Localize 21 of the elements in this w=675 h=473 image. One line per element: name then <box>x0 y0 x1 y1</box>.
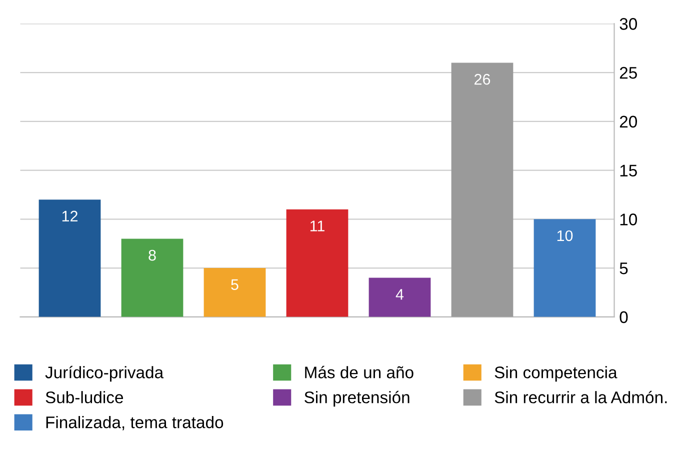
y-tick-label: 10 <box>620 214 637 226</box>
legend-label: Sin competencia <box>494 366 618 382</box>
legend-label: Más de un año <box>305 366 414 378</box>
y-tick-label: 5 <box>620 262 628 274</box>
data-label: 8 <box>148 250 156 261</box>
data-label: 12 <box>62 210 78 222</box>
y-tick-label: 20 <box>620 116 637 128</box>
y-tick-label: 25 <box>620 66 637 79</box>
data-label: 10 <box>557 230 573 242</box>
legend-label: Sin pretensión <box>304 390 410 407</box>
data-label: 26 <box>474 74 490 85</box>
legend-label: Sin recurrir a la Admón. <box>494 390 667 404</box>
data-label: 5 <box>231 279 238 290</box>
legend-label: Jurídico-privada <box>45 366 164 382</box>
legend-label: Finalizada, tema tratado <box>46 416 224 430</box>
data-label: 4 <box>396 289 404 300</box>
y-tick-label: 0 <box>620 311 628 324</box>
legend-label: Sub-ludice <box>46 391 124 404</box>
y-tick-label: 15 <box>620 164 637 176</box>
data-label: 11 <box>310 220 324 232</box>
y-tick-label: 30 <box>620 18 637 30</box>
